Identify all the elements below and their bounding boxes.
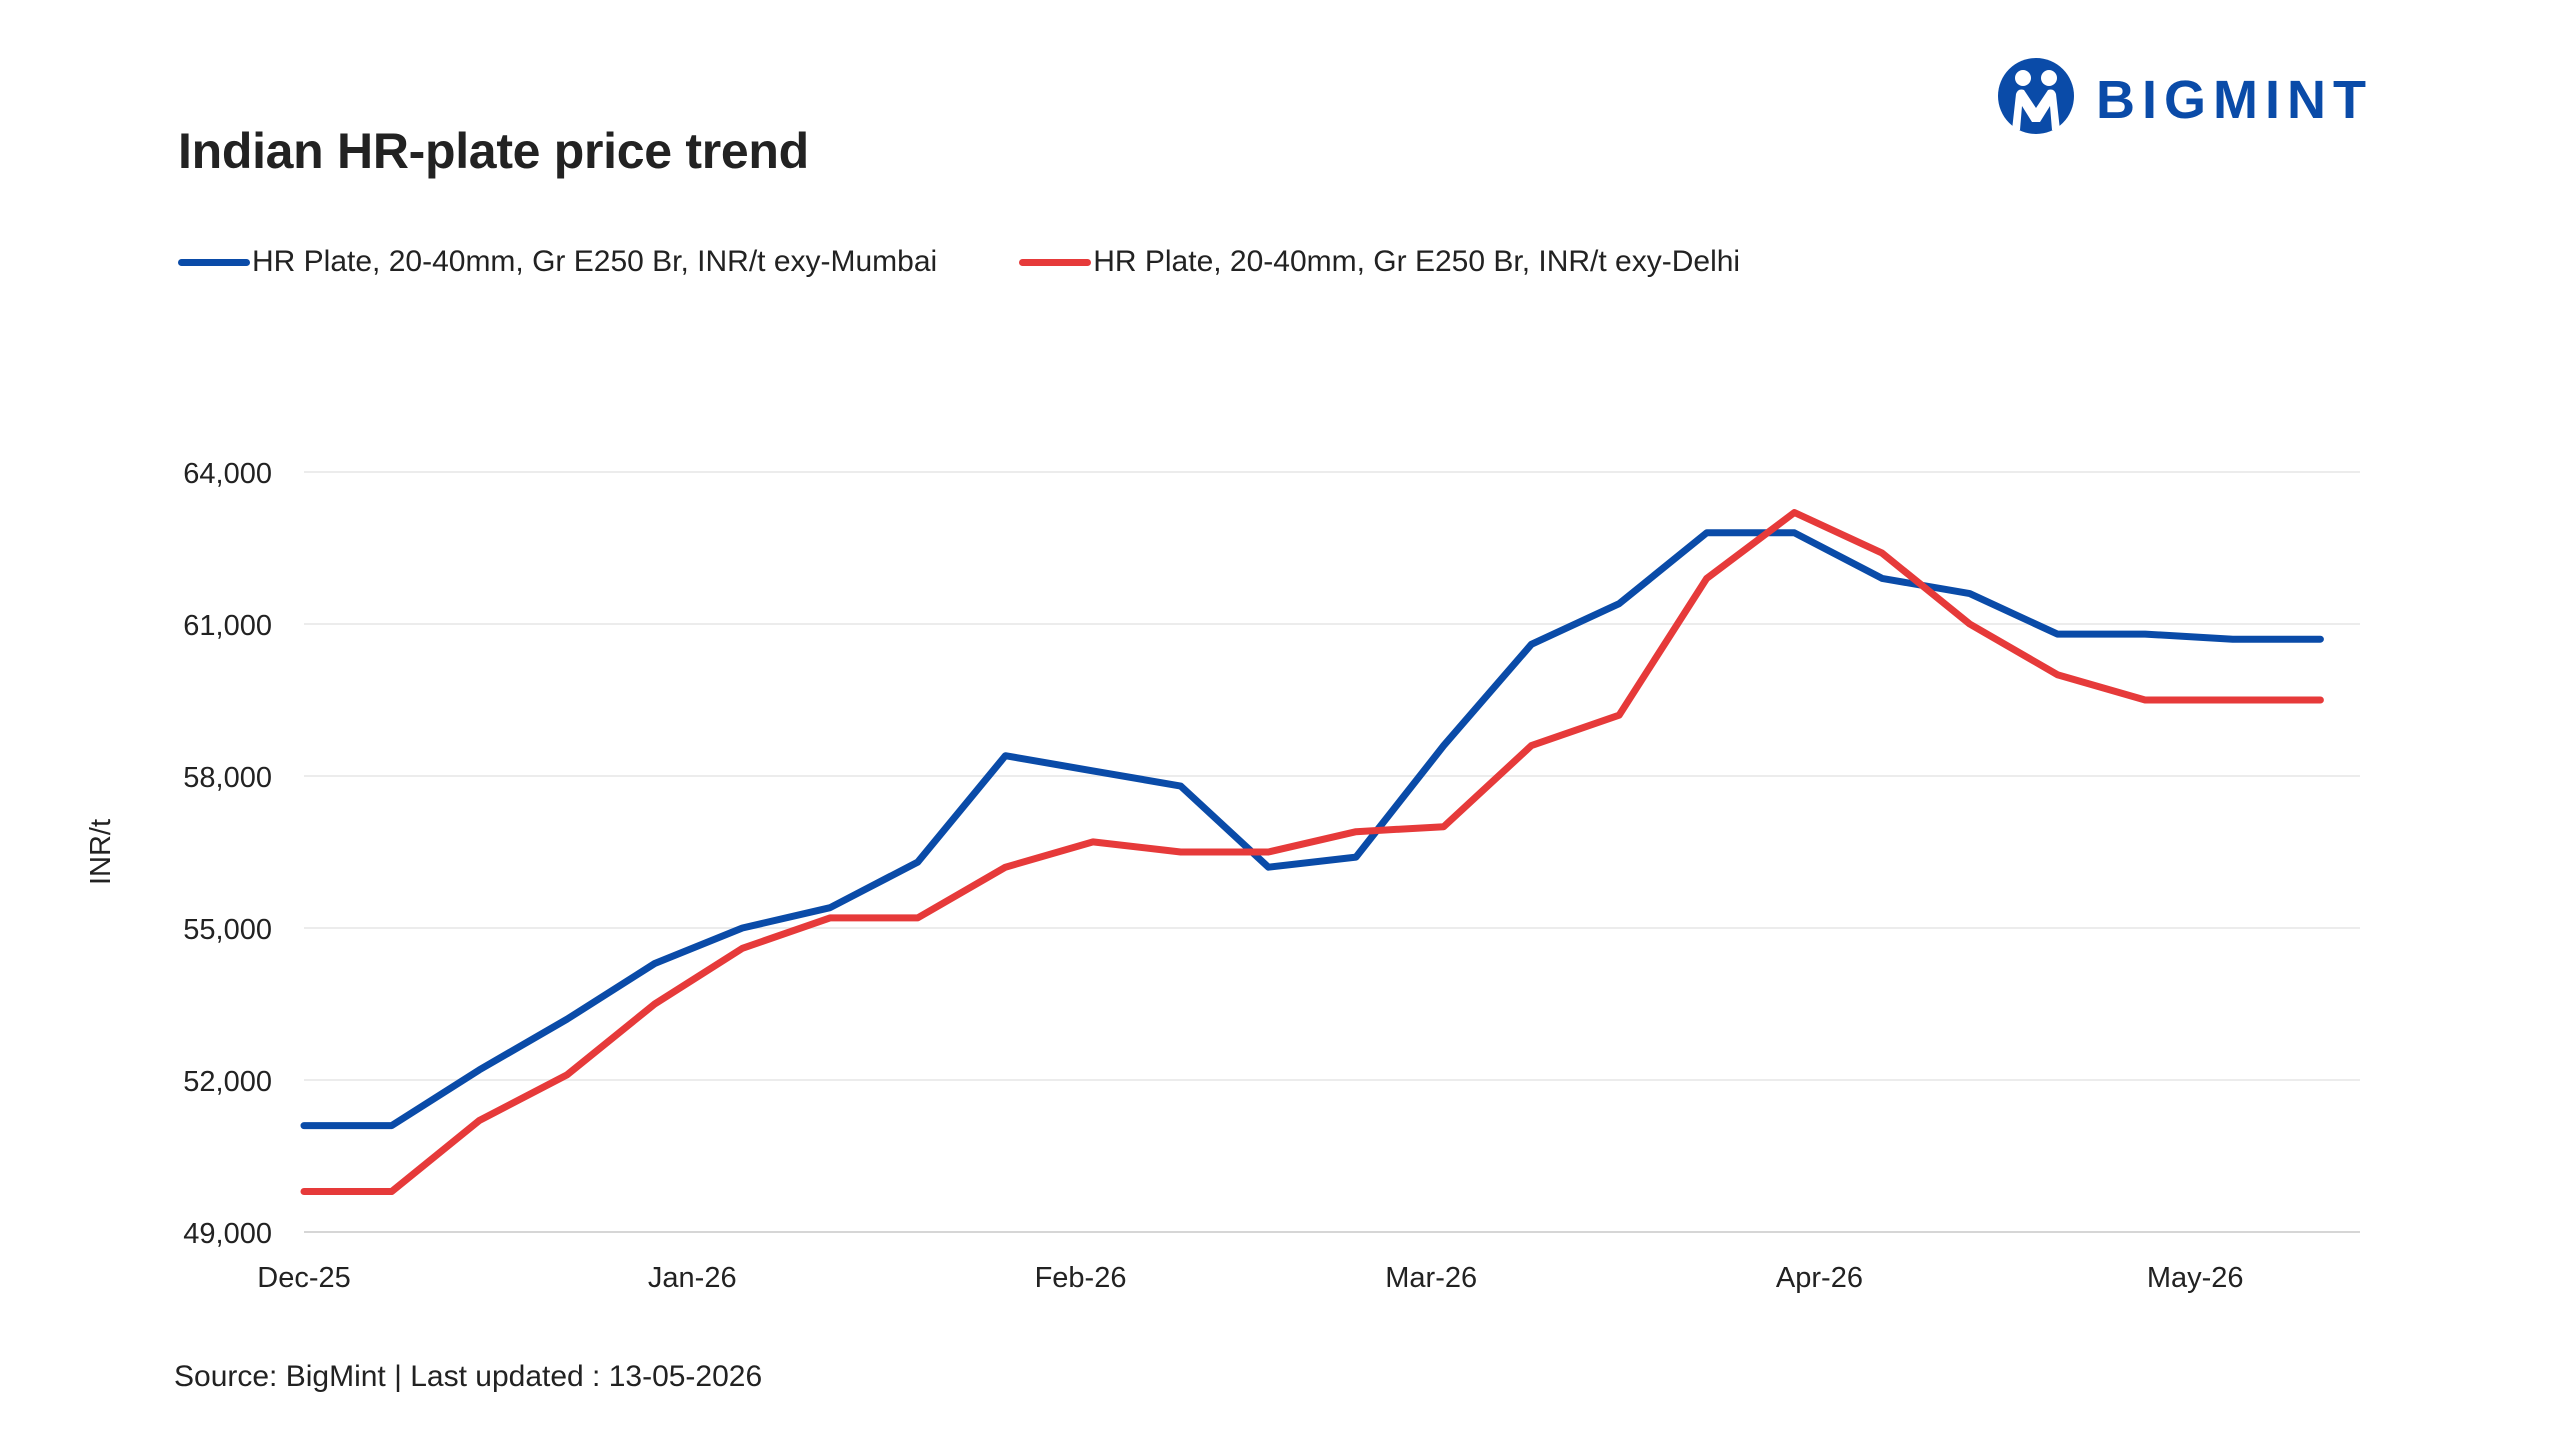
- y-tick-label: 61,000: [183, 610, 272, 642]
- y-tick-label: 49,000: [183, 1218, 272, 1250]
- y-tick-label: 52,000: [183, 1066, 272, 1098]
- chart-title: Indian HR-plate price trend: [178, 123, 809, 179]
- legend-item-mumbai: HR Plate, 20-40mm, Gr E250 Br, INR/t exy…: [178, 245, 937, 279]
- bigmint-logo: BIGMINT: [1998, 58, 2373, 134]
- series-line-mumbai: [300, 529, 2324, 1130]
- y-axis-label: INR/t: [85, 819, 117, 885]
- x-tick-label: Apr-26: [1776, 1262, 1863, 1294]
- x-tick-label: Mar-26: [1385, 1262, 1477, 1294]
- legend-label-mumbai: HR Plate, 20-40mm, Gr E250 Br, INR/t exy…: [252, 245, 938, 278]
- legend-item-delhi: HR Plate, 20-40mm, Gr E250 Br, INR/t exy…: [1019, 245, 1740, 279]
- bigmint-logo-text: BIGMINT: [2096, 70, 2373, 130]
- bigmint-logo-icon: [1998, 58, 2074, 134]
- x-tick-label: May-26: [2147, 1262, 2244, 1294]
- chart-legend: HR Plate, 20-40mm, Gr E250 Br, INR/t exy…: [178, 245, 1740, 279]
- x-tick-label: Jan-26: [648, 1262, 737, 1294]
- y-tick-label: 55,000: [183, 914, 272, 946]
- legend-swatch-mumbai: [178, 258, 250, 266]
- y-tick-label: 64,000: [183, 458, 272, 490]
- source-note: Source: BigMint | Last updated : 13-05-2…: [174, 1360, 763, 1393]
- x-tick-label: Dec-25: [257, 1262, 351, 1294]
- y-tick-label: 58,000: [183, 762, 272, 794]
- legend-swatch-delhi: [1019, 258, 1092, 266]
- x-tick-label: Feb-26: [1035, 1262, 1127, 1294]
- series-line-delhi: [300, 509, 2324, 1195]
- legend-label-delhi: HR Plate, 20-40mm, Gr E250 Br, INR/t exy…: [1093, 245, 1741, 278]
